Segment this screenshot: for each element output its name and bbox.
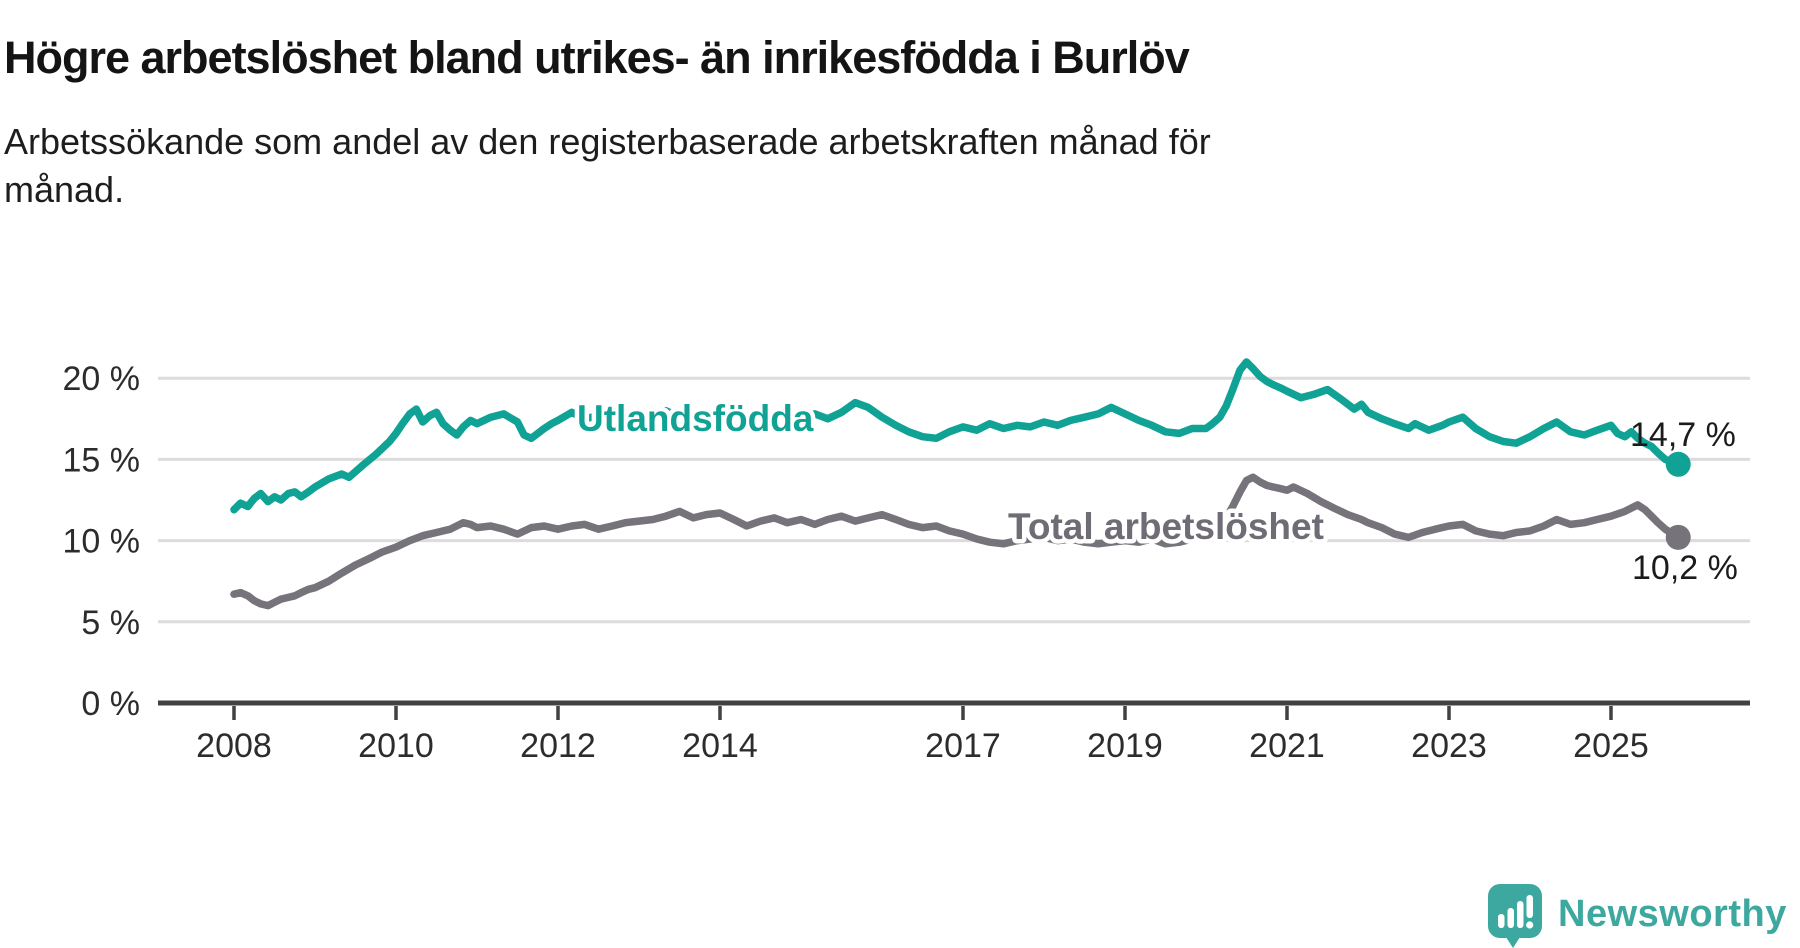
x-tick-label-2019: 2019	[1087, 727, 1163, 765]
end-value-total: 10,2 %	[1632, 549, 1738, 587]
series-label-utlandsfodda: Utlandsfödda	[577, 398, 814, 439]
newsworthy-logo: Newsworthy	[1487, 884, 1787, 948]
gridlines	[158, 376, 1750, 624]
newsworthy-logo-text: Newsworthy	[1558, 892, 1787, 935]
end-dot-utlandsfodda	[1665, 451, 1691, 477]
newsworthy-logo-icon	[1488, 884, 1542, 948]
x-tick-label-2025: 2025	[1573, 727, 1649, 765]
y-axis-labels: 20 % 15 % 10 % 5 % 0 %	[63, 360, 141, 723]
chart-subtitle: Arbetssökande som andel av den registerb…	[4, 118, 1704, 214]
x-axis-ticks	[232, 706, 1613, 720]
x-axis-labels: 2008 2010 2012 2014 2017 2019 2021 2023 2025	[196, 727, 1649, 765]
end-dot-total	[1665, 524, 1691, 550]
subtitle-line-1: Arbetssökande som andel av den registerb…	[4, 121, 1211, 162]
x-tick-label-2008: 2008	[196, 727, 272, 765]
x-tick-label-2017: 2017	[925, 727, 1001, 765]
x-tick-label-2021: 2021	[1249, 727, 1325, 765]
x-tick-label-2010: 2010	[358, 727, 434, 765]
y-tick-label-20: 20 %	[63, 360, 141, 398]
exclamation-dot	[1526, 921, 1534, 929]
exclamation-bar	[1526, 895, 1533, 918]
y-tick-label-10: 10 %	[63, 523, 141, 561]
y-tick-label-5: 5 %	[81, 604, 140, 642]
y-tick-label-0: 0 %	[81, 685, 140, 723]
line-utlandsfodda	[230, 358, 1682, 514]
x-tick-label-2014: 2014	[682, 727, 758, 765]
series-label-total-arbetsloshet: Total arbetslöshet	[1008, 506, 1324, 547]
x-tick-label-2023: 2023	[1411, 727, 1487, 765]
x-tick-label-2012: 2012	[520, 727, 596, 765]
y-tick-label-15: 15 %	[63, 441, 141, 479]
subtitle-line-2: månad.	[4, 169, 125, 210]
series-end-dots	[1665, 451, 1691, 550]
end-value-utlandsfodda: 14,7 %	[1630, 416, 1736, 454]
series-lines	[230, 358, 1682, 610]
speech-bubble-tail	[1504, 934, 1522, 948]
line-total	[230, 473, 1682, 610]
page-title: Högre arbetslöshet bland utrikes- än inr…	[4, 32, 1190, 84]
